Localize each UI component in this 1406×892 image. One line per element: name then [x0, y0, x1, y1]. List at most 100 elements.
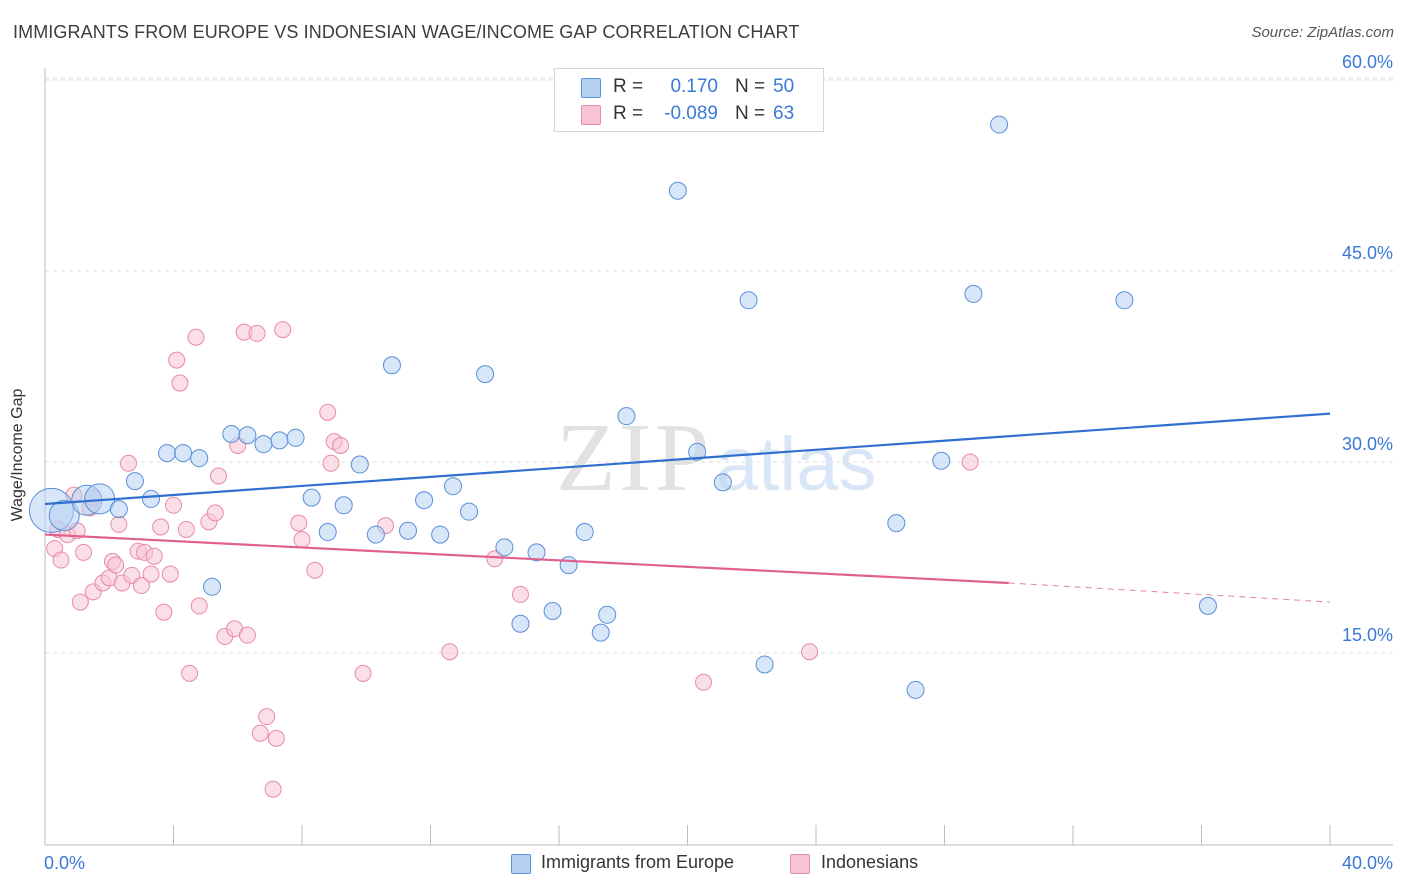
indonesian-point	[155, 603, 173, 621]
legend-r-label: R =	[613, 103, 644, 124]
legend-n-label: N =	[735, 76, 766, 97]
europe-point	[688, 442, 707, 461]
europe-point	[190, 449, 209, 468]
legend-swatch-pink	[581, 105, 601, 125]
indonesian-point	[132, 577, 150, 595]
indonesian-point	[177, 520, 195, 538]
europe-point	[591, 623, 610, 642]
europe-point	[668, 181, 687, 200]
indonesian-point	[152, 518, 170, 536]
indonesian-point	[961, 453, 979, 471]
indonesian-point	[332, 436, 350, 454]
indonesian-point	[251, 724, 269, 742]
legend-swatch-blue	[581, 78, 601, 98]
europe-point	[713, 473, 732, 492]
bottom-legend-europe: Immigrants from Europe	[541, 852, 735, 872]
indonesian-point	[290, 514, 308, 532]
europe-point	[158, 444, 177, 463]
source-label: Source: ZipAtlas.com	[1251, 24, 1394, 41]
bottom-legend-swatch-indonesians	[790, 854, 810, 874]
watermark-atlas: atlas	[716, 422, 877, 507]
indonesian-point	[209, 467, 227, 485]
europe-point	[443, 477, 462, 496]
europe-point	[617, 407, 636, 426]
indonesian-point	[258, 708, 276, 726]
indonesian-point	[267, 729, 285, 747]
europe-point	[887, 514, 906, 533]
legend-row-europe: R = 0.170 N = 50	[555, 74, 823, 100]
legend-r-value: 0.170	[670, 76, 718, 97]
indonesian-point	[190, 597, 208, 615]
europe-point	[415, 491, 434, 510]
bottom-legend-swatch-europe	[511, 854, 531, 874]
europe-point	[203, 577, 222, 596]
indonesian-point	[107, 556, 125, 574]
indonesian-point	[293, 531, 311, 549]
y-tick-label: 30.0%	[1342, 434, 1393, 454]
europe-point	[964, 284, 983, 303]
europe-point	[1115, 291, 1134, 310]
europe-point	[318, 523, 337, 542]
europe-point	[109, 500, 128, 519]
europe-point	[302, 488, 321, 507]
europe-point	[48, 499, 80, 531]
europe-point	[366, 525, 385, 544]
indonesian-point	[110, 515, 128, 533]
europe-point	[598, 605, 617, 624]
europe-point	[460, 502, 479, 521]
indonesian-point	[120, 454, 138, 472]
indonesian-point	[441, 643, 459, 661]
indonesian-point	[206, 504, 224, 522]
indonesian-point	[142, 565, 160, 583]
europe-point	[222, 424, 241, 443]
y-tick-label: 45.0%	[1342, 243, 1393, 263]
legend-r-label: R =	[613, 76, 644, 97]
europe-point	[382, 356, 401, 375]
europe-point	[495, 538, 514, 557]
indonesian-point	[181, 664, 199, 682]
indonesian-point	[168, 351, 186, 369]
indonesian-point	[187, 328, 205, 346]
legend-n-value: 50	[773, 76, 795, 97]
europe-point	[559, 556, 578, 575]
europe-point	[142, 489, 161, 508]
europe-point	[527, 543, 546, 562]
indonesian-point	[319, 403, 337, 421]
indonesian-point	[165, 496, 182, 514]
europe-point	[476, 365, 495, 384]
indonesian-point	[306, 561, 324, 579]
legend-r-value: -0.089	[664, 103, 718, 124]
europe-trend-line	[44, 412, 1331, 506]
europe-point	[739, 291, 758, 310]
legend-row-indonesians: R = -0.089 N = 63	[555, 101, 823, 127]
x-tick-label: 0.0%	[44, 853, 85, 873]
y-tick-label: 15.0%	[1342, 625, 1393, 645]
correlation-legend: R = 0.170 N = 50 R = -0.089 N = 63	[554, 68, 824, 132]
indonesian-trend-line	[44, 533, 1009, 585]
indonesian-point	[322, 454, 340, 472]
indonesian-point	[695, 673, 713, 691]
europe-point	[270, 431, 289, 450]
europe-point	[906, 680, 925, 699]
x-tick-label: 40.0%	[1342, 853, 1393, 873]
indonesian-point	[801, 643, 819, 661]
y-tick-label: 60.0%	[1342, 52, 1393, 72]
indonesian-point	[486, 550, 504, 568]
indonesian-point	[75, 543, 93, 561]
indonesian-point	[171, 374, 189, 392]
indonesian-point	[248, 324, 266, 342]
indonesian-point	[511, 585, 529, 603]
europe-point	[238, 426, 257, 445]
europe-point	[174, 444, 193, 463]
bottom-legend-indonesians: Indonesians	[821, 852, 919, 872]
indonesian-trend-extension	[1008, 582, 1331, 603]
indonesian-point	[161, 565, 179, 583]
indonesian-point	[264, 780, 282, 798]
legend-n-label: N =	[735, 103, 766, 124]
europe-point	[334, 496, 353, 515]
europe-point	[286, 428, 305, 447]
indonesian-point	[238, 626, 256, 644]
indonesian-point	[71, 593, 89, 611]
europe-point	[350, 455, 369, 474]
